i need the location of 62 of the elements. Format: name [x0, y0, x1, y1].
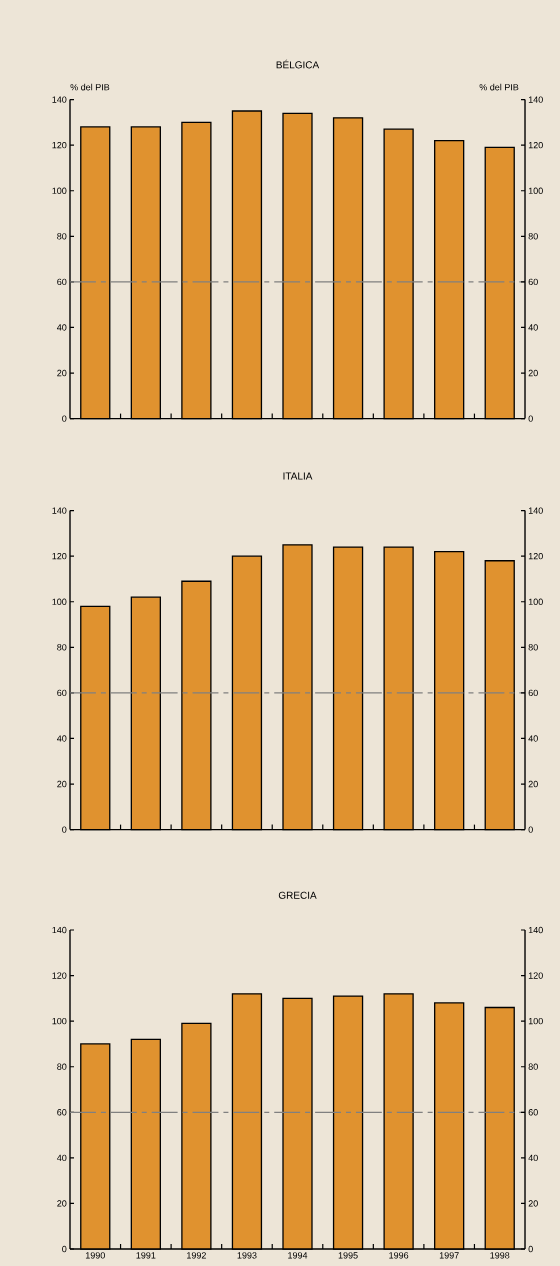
x-tick-label: 1992: [187, 1252, 206, 1259]
y-tick-label: 120: [52, 141, 67, 149]
y-tick-label: 100: [52, 187, 67, 194]
y-tick-label: 80: [57, 644, 67, 651]
x-tick-label: 1991: [136, 1252, 156, 1259]
y-tick-label: 140: [52, 507, 67, 514]
x-tick-label: 1993: [237, 1252, 257, 1259]
y2-tick-label: 0: [528, 826, 533, 833]
y-tick-label: 100: [52, 1017, 67, 1025]
x-tick-label: 1997: [439, 1252, 459, 1259]
y-tick-label: 80: [57, 1063, 67, 1070]
y2-tick-label: 100: [528, 598, 543, 605]
y2-tick-label: 100: [528, 187, 543, 194]
y2-tick-label: 40: [528, 324, 538, 331]
y2-tick-label: 0: [528, 415, 533, 422]
y-tick-label: 40: [56, 735, 67, 742]
y-tick-label: 60: [57, 689, 67, 697]
y-tick-label: 100: [52, 598, 67, 605]
y-tick-label: 0: [62, 1245, 67, 1253]
x-tick-label: 1996: [389, 1252, 409, 1259]
y-tick-label: 20: [57, 369, 67, 377]
y2-tick-label: 120: [528, 972, 543, 979]
y2-tick-label: 60: [528, 1109, 538, 1116]
y-tick-label: 80: [57, 233, 67, 240]
y2-tick-label: 40: [528, 735, 538, 742]
y-tick-label: 40: [56, 324, 67, 331]
chart-title: BÉLGICA: [276, 59, 320, 69]
y2-tick-label: 60: [528, 278, 538, 286]
y2-tick-label: 0: [528, 1245, 533, 1253]
x-tick-label: 1990: [85, 1252, 105, 1259]
y-tick-label: 20: [57, 1200, 67, 1207]
y-tick-label: 20: [57, 780, 67, 788]
y2-tick-label: 120: [528, 141, 543, 149]
y-tick-label: 40: [56, 1154, 67, 1162]
x-tick-label: 1994: [288, 1252, 308, 1259]
y2-tick-label: 80: [528, 644, 538, 651]
y2-tick-label: 100: [528, 1017, 543, 1025]
chart-title: GRECIA: [278, 891, 317, 899]
y2-tick-label: 80: [528, 1063, 538, 1070]
y2-tick-label: 140: [528, 96, 543, 103]
y-axis-title: % del PIB: [70, 83, 110, 91]
y-tick-label: 0: [62, 415, 67, 422]
y-tick-label: 120: [52, 553, 67, 560]
chart-title: ITALIA: [283, 472, 313, 480]
y2-tick-label: 140: [528, 926, 543, 934]
y2-tick-label: 120: [528, 553, 543, 560]
y-tick-label: 120: [52, 972, 67, 979]
x-tick-label: 1995: [338, 1252, 358, 1259]
x-tick-label: 1998: [490, 1252, 510, 1259]
y-tick-label: 60: [57, 1109, 67, 1116]
y2-tick-label: 20: [528, 1200, 538, 1207]
y-tick-label: 0: [62, 826, 67, 833]
y2-tick-label: 20: [528, 369, 538, 377]
y2-tick-label: 20: [528, 780, 538, 788]
y2-tick-label: 80: [528, 233, 538, 240]
y-tick-label: 60: [57, 278, 67, 286]
y2-tick-label: 140: [528, 507, 543, 514]
y2-tick-label: 40: [528, 1154, 538, 1162]
y-tick-label: 140: [52, 96, 67, 103]
y-tick-label: 140: [52, 926, 67, 934]
y2-axis-title: % del PIB: [479, 83, 519, 91]
y2-tick-label: 60: [528, 689, 538, 697]
